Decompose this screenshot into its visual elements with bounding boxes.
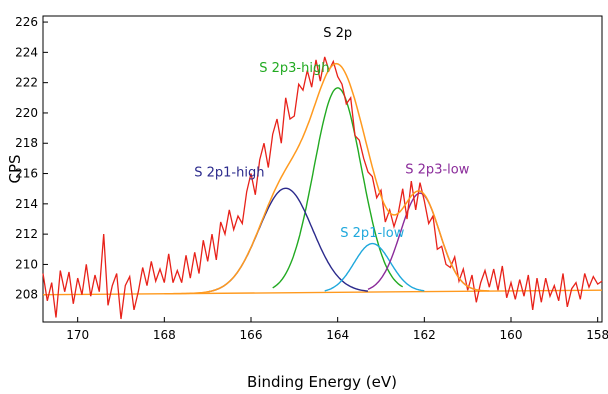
y-tick-label: 208	[15, 288, 38, 302]
x-axis-ticks: 170 168 166 164 162 160 158	[66, 317, 608, 342]
y-tick-label: 226	[15, 15, 38, 29]
y-tick-label: 224	[15, 45, 38, 59]
x-tick-label: 160	[500, 328, 523, 342]
envelope-fit-line	[164, 62, 490, 295]
y-tick-label: 214	[15, 197, 38, 211]
series-layer	[42, 56, 603, 320]
component-peak-s-2p3-high	[272, 87, 404, 289]
peak-label: S 2p3-high	[259, 61, 329, 76]
component-peak-s-2p1-low	[324, 242, 425, 292]
y-axis-title: CPS	[6, 154, 24, 183]
y-tick-label: 222	[15, 76, 38, 90]
y-tick-label: 216	[15, 167, 38, 181]
y-tick-label: 212	[15, 227, 38, 241]
x-axis-title: Binding Energy (eV)	[247, 373, 397, 391]
x-tick-label: 162	[413, 328, 436, 342]
peak-label: S 2p	[323, 26, 352, 41]
peak-label: S 2p1-high	[194, 166, 264, 181]
y-tick-label: 220	[15, 106, 38, 120]
x-tick-label: 170	[66, 328, 89, 342]
annotation-layer: S 2p S 2p3-high S 2p1-high S 2p1-low S 2p3-l…	[194, 26, 470, 241]
peak-label: S 2p3-low	[405, 163, 469, 178]
y-tick-label: 210	[15, 257, 38, 271]
raw-data-line	[42, 56, 603, 320]
peak-label: S 2p1-low	[340, 226, 404, 241]
y-axis-ticks: 208 210 212 214 216 218 220 222 224 226	[15, 15, 48, 302]
x-tick-label: 166	[240, 328, 263, 342]
y-tick-label: 218	[15, 136, 38, 150]
x-tick-label: 158	[586, 328, 608, 342]
x-tick-label: 164	[326, 328, 349, 342]
x-tick-label: 168	[153, 328, 176, 342]
